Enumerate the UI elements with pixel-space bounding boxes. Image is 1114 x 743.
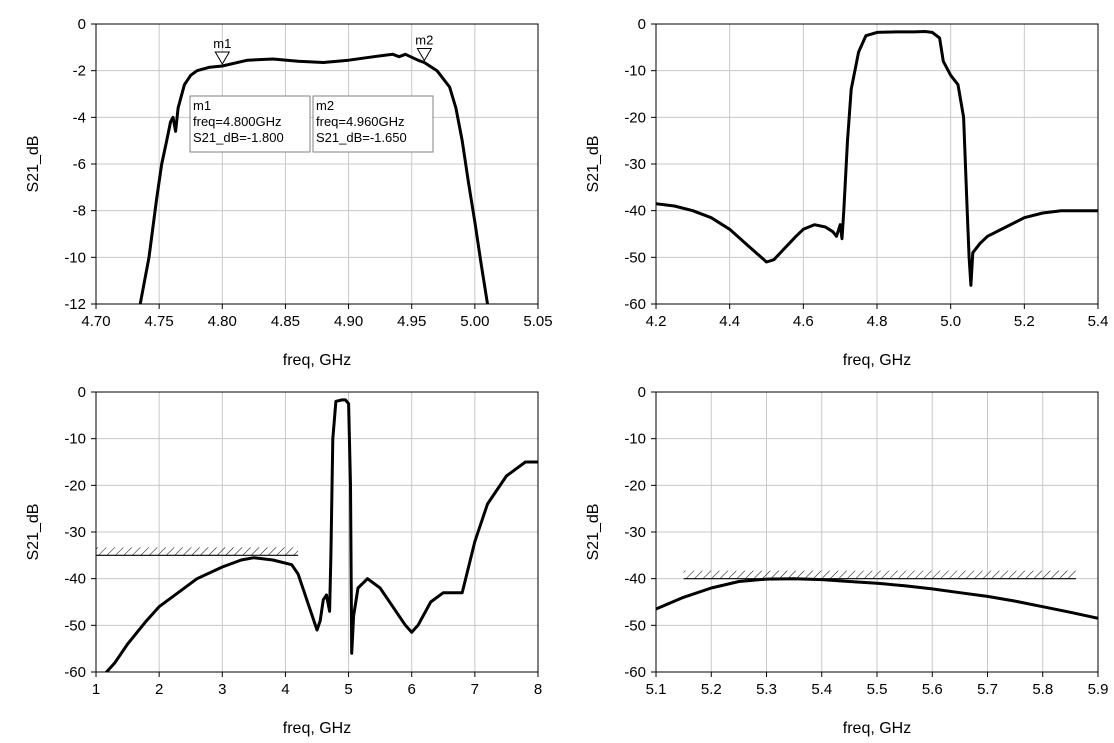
x-axis-title: freq, GHz [283, 720, 351, 737]
y-tick-label: -30 [624, 524, 646, 541]
y-tick-label: -60 [624, 664, 646, 681]
spec-limit-hatch [96, 547, 299, 556]
marker-m1-label: m1 [213, 36, 231, 51]
chart-1: 4.70 4.75 4.80 4.85 4.90 4.95 5.00 5.05 0 -2 -4 -6 -… [25, 16, 553, 369]
y-tick-label: -60 [624, 296, 646, 313]
series-line-1 [656, 577, 1098, 620]
y-tick-label: -50 [64, 617, 86, 634]
x-tick-label: 5.3 [756, 681, 777, 698]
x-tick-label: 5.4 [811, 681, 832, 698]
y-tick-label: 0 [638, 384, 646, 401]
y-tick-label: -4 [73, 109, 86, 126]
x-tick-label: 5.2 [1014, 313, 1035, 330]
plot-frame [655, 23, 1099, 305]
marker-m2-readout-line: freq=4.960GHz [316, 114, 405, 129]
x-tick-label: 4.70 [81, 313, 110, 330]
marker-m1-triangle [214, 51, 231, 65]
x-tick-label: 4 [281, 681, 289, 698]
chart-3: 1 2 3 4 5 6 7 8 0 -10 -20 -30 -40 -50 -60 freq, GHz S21_… [25, 384, 542, 737]
marker-m2-readout-box [312, 95, 434, 153]
spec-limit-hatch [683, 570, 1076, 579]
x-tick-label: 5.00 [460, 313, 489, 330]
x-tick-label: 5.5 [867, 681, 888, 698]
y-tick-label: -10 [624, 431, 646, 448]
marker-m1-readout-line: m1 [193, 98, 211, 113]
marker-m2-readout-line: m2 [316, 98, 334, 113]
chart-4: 5.1 5.2 5.3 5.4 5.5 5.6 5.7 5.8 5.9 0 -10 -20 -30 -40… [585, 384, 1108, 737]
x-tick-label: 5.2 [701, 681, 722, 698]
y-tick-label: -40 [624, 571, 646, 588]
y-axis-title: S21_dB [585, 504, 602, 561]
y-tick-label: -60 [64, 664, 86, 681]
x-tick-label: 5.9 [1088, 681, 1109, 698]
y-tick-label: -40 [64, 571, 86, 588]
y-tick-label: -6 [73, 156, 86, 173]
y-tick-label: -10 [64, 249, 86, 266]
x-tick-label: 4.2 [646, 313, 667, 330]
marker-m1-readout-line: freq=4.800GHz [193, 114, 282, 129]
x-tick-label: 8 [534, 681, 542, 698]
y-axis-title: S21_dB [25, 136, 42, 193]
x-tick-label: 4.6 [793, 313, 814, 330]
y-tick-label: -40 [624, 203, 646, 220]
x-tick-label: 4.95 [397, 313, 426, 330]
y-tick-label: -2 [73, 63, 86, 80]
x-tick-label: 5.0 [940, 313, 961, 330]
series-line-1 [138, 52, 489, 304]
y-tick-label: -8 [73, 203, 86, 220]
x-axis-title: freq, GHz [283, 352, 351, 369]
chart-2: 4.2 4.4 4.6 4.8 5.0 5.2 5.4 0 -10 -20 -30 -40 -50 -60… [585, 16, 1108, 369]
y-axis-title: S21_dB [585, 136, 602, 193]
x-tick-label: 4.80 [208, 313, 237, 330]
x-tick-label: 4.4 [719, 313, 740, 330]
y-tick-label: -12 [64, 296, 86, 313]
x-tick-label: 3 [218, 681, 226, 698]
y-tick-label: -20 [64, 477, 86, 494]
x-tick-label: 1 [92, 681, 100, 698]
y-tick-label: -30 [64, 524, 86, 541]
y-tick-label: -20 [624, 477, 646, 494]
x-tick-label: 5 [344, 681, 352, 698]
y-tick-label: -10 [64, 431, 86, 448]
x-tick-label: 7 [471, 681, 479, 698]
y-axis-title: S21_dB [25, 504, 42, 561]
marker-m2-label: m2 [415, 33, 433, 48]
plot-frame [95, 23, 539, 305]
y-tick-label: -20 [624, 109, 646, 126]
plot-frame [95, 391, 539, 673]
x-tick-label: 5.8 [1032, 681, 1053, 698]
marker-m2-readout-line: S21_dB=-1.650 [316, 130, 407, 145]
x-tick-label: 5.6 [922, 681, 943, 698]
marker-m1-readout-box [189, 95, 311, 153]
marker-m1-readout-line: S21_dB=-1.800 [193, 130, 284, 145]
x-tick-label: 4.8 [867, 313, 888, 330]
y-tick-label: -50 [624, 249, 646, 266]
series-line-1 [104, 398, 538, 672]
x-tick-label: 4.75 [145, 313, 174, 330]
marker-m2-triangle [416, 48, 433, 62]
y-tick-label: -50 [624, 617, 646, 634]
x-tick-label: 6 [408, 681, 416, 698]
y-tick-label: 0 [78, 16, 86, 33]
x-tick-label: 5.7 [977, 681, 998, 698]
x-tick-label: 5.4 [1088, 313, 1109, 330]
x-axis-title: freq, GHz [843, 720, 911, 737]
x-tick-label: 5.1 [646, 681, 667, 698]
x-axis-title: freq, GHz [843, 352, 911, 369]
y-tick-label: -10 [624, 63, 646, 80]
series-line-1 [656, 30, 1098, 287]
y-tick-label: -30 [624, 156, 646, 173]
plot-frame [655, 391, 1099, 673]
y-tick-label: 0 [638, 16, 646, 33]
x-tick-label: 4.90 [334, 313, 363, 330]
y-tick-label: 0 [78, 384, 86, 401]
x-tick-label: 2 [155, 681, 163, 698]
x-tick-label: 5.05 [523, 313, 552, 330]
x-tick-label: 4.85 [271, 313, 300, 330]
